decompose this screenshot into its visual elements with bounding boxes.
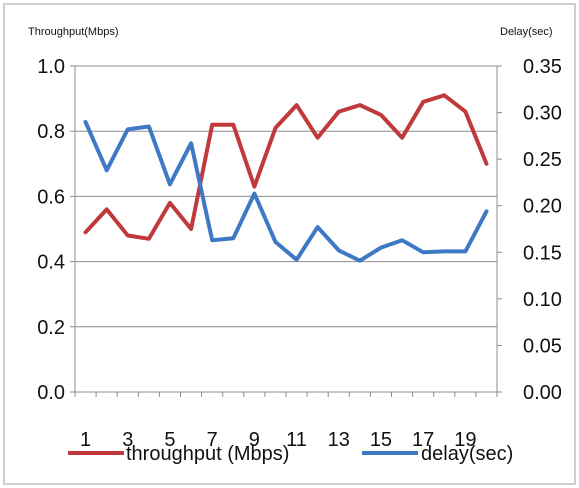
y-left-tick-label: 0.8 [37,121,65,143]
y-right-tick-label: 0.30 [523,103,562,125]
gridlines [75,65,497,328]
x-tick-label: 7 [207,429,218,451]
x-tick-label: 9 [249,429,260,451]
right-axis-title: Delay(sec) [500,26,553,38]
x-tick-label: 11 [286,429,307,451]
x-tick-labels: 1 3 5 7 9 11 13 15 17 19 [80,429,476,451]
x-tick-label: 17 [412,429,434,451]
y-right-tick-label: 0.20 [523,196,562,218]
y-right-tick-label: 0.25 [523,149,562,171]
left-y-tick-labels: 0.0 0.2 0.4 0.6 0.8 1.0 [37,56,65,404]
x-tick-label: 5 [164,429,175,451]
y-right-tick-label: 0.00 [523,382,562,404]
left-axis-title: Throughput(Mbps) [28,26,119,38]
y-right-tick-label: 0.10 [523,289,562,311]
legend-label-delay: delay(sec) [421,443,513,465]
legend: throughput (Mbps) delay(sec) [68,443,513,465]
right-y-tick-labels: 0.00 0.05 0.10 0.15 0.20 0.25 0.30 0.35 [523,56,562,404]
series-lines [83,93,489,263]
y-left-tick-label: 0.0 [37,382,65,404]
y-right-tick-label: 0.05 [523,335,562,357]
throughput-line [83,93,489,241]
chart-frame [3,3,576,485]
delay-line [83,119,489,263]
x-tick-label: 19 [454,429,476,451]
y-right-tick-label: 0.15 [523,242,562,264]
x-tick-label: 13 [328,429,350,451]
y-left-tick-label: 0.2 [37,317,65,339]
axes [70,65,502,397]
legend-label-throughput: throughput (Mbps) [126,443,289,465]
y-right-tick-label: 0.35 [523,56,562,78]
x-tick-label: 3 [122,429,133,451]
y-left-tick-label: 1.0 [37,56,65,78]
x-tick-label: 15 [370,429,392,451]
x-tick-label: 1 [80,429,91,451]
y-left-tick-label: 0.6 [37,186,65,208]
y-left-tick-label: 0.4 [37,252,65,274]
